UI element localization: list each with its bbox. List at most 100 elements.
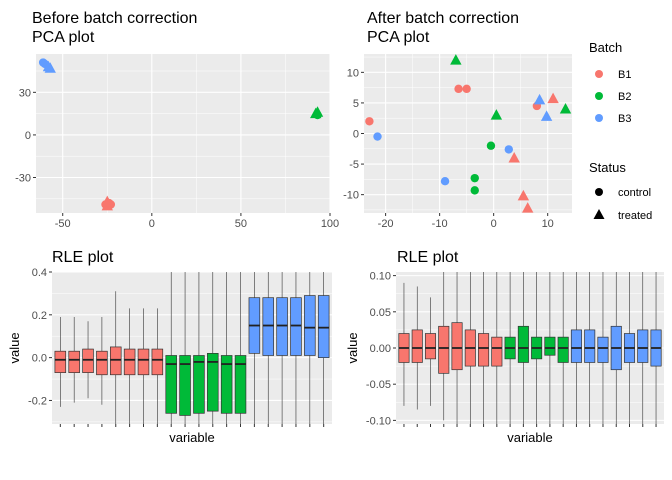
point-b3-treated xyxy=(540,110,553,121)
legend-batch-b2: B2 xyxy=(595,91,631,103)
rle-before-boxes xyxy=(54,272,330,424)
box-b2 xyxy=(193,355,205,414)
point-b1-treated xyxy=(508,151,520,163)
box-b2 xyxy=(207,353,219,412)
legend-treated-label: treated xyxy=(618,210,652,222)
box-b1 xyxy=(451,322,463,371)
box-b3 xyxy=(570,329,582,363)
y-tick-label: 0 xyxy=(353,129,359,141)
y-tick-label: 0.4 xyxy=(32,267,47,279)
x-tick-label: -10 xyxy=(432,218,448,230)
legend-b3-label: B3 xyxy=(618,113,631,125)
box-b3 xyxy=(304,295,316,356)
pca-after-grid xyxy=(364,54,572,213)
pca-before-plot-area xyxy=(36,54,330,213)
box-b3 xyxy=(276,297,288,356)
x-tick-label: 10 xyxy=(542,218,554,230)
box-b2 xyxy=(220,355,233,414)
x-tick-label: 50 xyxy=(235,218,247,230)
legend: Batch B1 B2 B3 Status control treated xyxy=(589,40,652,222)
box-b1 xyxy=(68,350,80,373)
legend-control-swatch xyxy=(595,188,603,196)
pca-after-subtitle: PCA plot xyxy=(367,29,430,46)
pca-after-title: After batch correction xyxy=(367,10,519,27)
legend-b3-swatch xyxy=(595,114,603,122)
rle-after-boxes xyxy=(398,272,662,424)
rle-after-panel: RLE plot -0.10 -0.05 0.00 0.05 0.10 variable… xyxy=(345,249,664,445)
legend-batch-b1: B1 xyxy=(595,69,631,81)
y-tick-label: 30 xyxy=(19,87,31,99)
box-b2 xyxy=(179,355,191,416)
y-tick-label: -30 xyxy=(15,173,31,185)
pca-before-panel: Before batch correction PCA plot -50 0 50 1… xyxy=(15,10,339,230)
box-b3 xyxy=(584,329,596,363)
point-b1-treated xyxy=(521,202,534,213)
y-tick-label: 0 xyxy=(25,130,31,142)
x-tick-label: 0 xyxy=(149,218,155,230)
point-b1-control xyxy=(462,84,471,94)
point-b2-control xyxy=(486,141,496,150)
rle-before-ylabel: value xyxy=(7,332,22,363)
rle-after-title: RLE plot xyxy=(397,249,459,266)
point-b1-treated xyxy=(101,195,113,207)
point-b3-treated xyxy=(42,60,55,72)
box-b3 xyxy=(597,336,609,363)
x-tick-label: 100 xyxy=(321,218,339,230)
legend-status-title: Status xyxy=(589,160,626,175)
rle-before-xlabel: variable xyxy=(169,430,215,445)
point-b2-treated xyxy=(311,106,324,117)
box-b2 xyxy=(234,355,247,414)
rle-before-panel: RLE plot -0.2 0.0 0.2 0.4 variable value xyxy=(7,249,332,445)
pca-before-ticks: -50 0 50 100 -30 0 30 xyxy=(15,87,339,230)
box-b1 xyxy=(151,348,164,376)
box-b1 xyxy=(123,348,136,376)
rle-before-title: RLE plot xyxy=(52,249,114,266)
legend-control-label: control xyxy=(618,187,651,199)
y-tick-label: 10 xyxy=(347,67,359,79)
point-b3-treated xyxy=(533,93,546,105)
point-b3-control xyxy=(373,132,382,141)
point-b1-treated xyxy=(517,189,530,201)
rle-before-grid xyxy=(52,271,332,423)
box-b1 xyxy=(96,350,108,376)
legend-treated-swatch xyxy=(593,209,605,219)
legend-status-treated: treated xyxy=(593,209,652,222)
x-tick-label: 0 xyxy=(491,218,497,230)
y-tick-label: -0.10 xyxy=(366,415,391,427)
legend-batch-b3: B3 xyxy=(595,113,631,125)
legend-b1-label: B1 xyxy=(618,69,631,81)
box-b3 xyxy=(637,329,649,363)
legend-b1-swatch xyxy=(595,70,603,78)
y-tick-label: -10 xyxy=(343,190,359,202)
pca-after-ticks: -20 -10 0 10 -10 -5 0 5 10 xyxy=(343,67,554,230)
box-b1 xyxy=(137,348,150,376)
legend-batch-title: Batch xyxy=(589,40,622,55)
point-b2-treated xyxy=(450,54,462,65)
legend-status-control: control xyxy=(595,187,651,199)
y-tick-label: -5 xyxy=(349,159,359,171)
y-tick-label: 0.05 xyxy=(370,307,391,319)
box-b2 xyxy=(544,336,556,356)
rle-after-ylabel: value xyxy=(345,332,360,363)
rle-before-ticks: -0.2 0.0 0.2 0.4 xyxy=(28,267,325,427)
y-tick-label: -0.05 xyxy=(366,379,391,391)
point-b1-control xyxy=(454,84,463,94)
point-b2-treated xyxy=(559,103,572,114)
pca-before-subtitle: PCA plot xyxy=(32,29,95,46)
point-b1-control xyxy=(365,117,374,126)
pca-before-title: Before batch correction xyxy=(32,10,197,27)
box-b1 xyxy=(424,333,437,360)
legend-b2-swatch xyxy=(595,92,603,100)
legend-b2-label: B2 xyxy=(618,91,631,103)
y-tick-label: -0.2 xyxy=(28,395,47,407)
box-b1 xyxy=(438,325,450,374)
y-tick-label: 5 xyxy=(353,98,359,110)
y-tick-label: 0.00 xyxy=(370,343,391,355)
box-b2 xyxy=(165,355,177,414)
box-b1 xyxy=(491,336,503,367)
rle-before-plot-area xyxy=(52,272,332,424)
box-b2 xyxy=(517,325,529,363)
pca-before-points xyxy=(38,58,324,211)
point-b1-treated xyxy=(547,92,559,104)
